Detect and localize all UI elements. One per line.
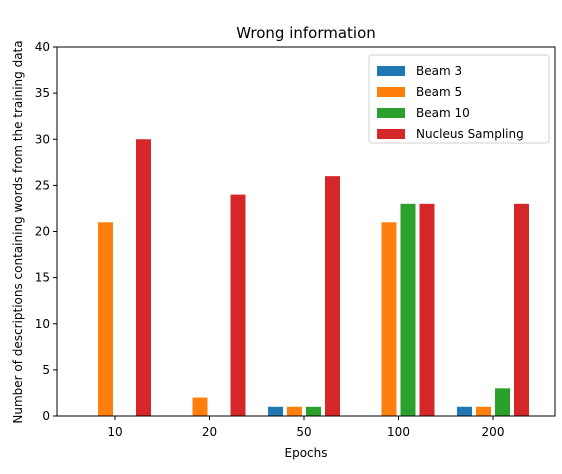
bar-beam-10-100	[401, 204, 416, 416]
legend-label-beam-10: Beam 10	[416, 106, 470, 120]
legend-label-beam-5: Beam 5	[416, 85, 462, 99]
bar-beam-5-200	[476, 407, 491, 416]
legend-label-nucleus-sampling: Nucleus Sampling	[416, 127, 524, 141]
bar-beam-10-200	[495, 388, 510, 416]
legend-swatch-beam-10	[377, 108, 405, 118]
legend: Beam 3 Beam 5 Beam 10 Nucleus Sampling	[369, 55, 549, 143]
bar-beam-5-100	[382, 222, 397, 416]
chart-title: Wrong information	[236, 24, 376, 42]
x-tick-label: 10	[107, 425, 122, 439]
y-tick-label: 40	[35, 40, 50, 54]
bar-nucleus-sampling-20	[231, 195, 246, 416]
bar-nucleus-sampling-10	[136, 139, 151, 416]
legend-swatch-nucleus-sampling	[377, 129, 405, 139]
y-tick-label: 15	[35, 271, 50, 285]
bar-beam-3-200	[457, 407, 472, 416]
bar-beam-10-50	[306, 407, 321, 416]
y-tick-label: 30	[35, 132, 50, 146]
y-tick-label: 35	[35, 86, 50, 100]
bar-beam-5-20	[193, 398, 208, 416]
bar-beam-5-50	[287, 407, 302, 416]
y-tick-label: 10	[35, 317, 50, 331]
legend-label-beam-3: Beam 3	[416, 64, 462, 78]
y-axis-label: Number of descriptions containing words …	[11, 40, 25, 423]
y-tick-label: 5	[42, 363, 50, 377]
bar-nucleus-sampling-100	[420, 204, 435, 416]
bar-nucleus-sampling-50	[325, 176, 340, 416]
x-tick-label: 200	[482, 425, 505, 439]
legend-swatch-beam-5	[377, 87, 405, 97]
y-tick-label: 20	[35, 225, 50, 239]
bar-beam-3-50	[268, 407, 283, 416]
x-tick-label: 20	[202, 425, 217, 439]
bar-beam-5-10	[98, 222, 113, 416]
legend-swatch-beam-3	[377, 66, 405, 76]
bar-nucleus-sampling-200	[514, 204, 529, 416]
x-axis-label: Epochs	[285, 446, 328, 460]
y-tick-label: 0	[42, 409, 50, 423]
x-tick-label: 50	[296, 425, 311, 439]
x-tick-label: 100	[387, 425, 410, 439]
y-tick-label: 25	[35, 178, 50, 192]
